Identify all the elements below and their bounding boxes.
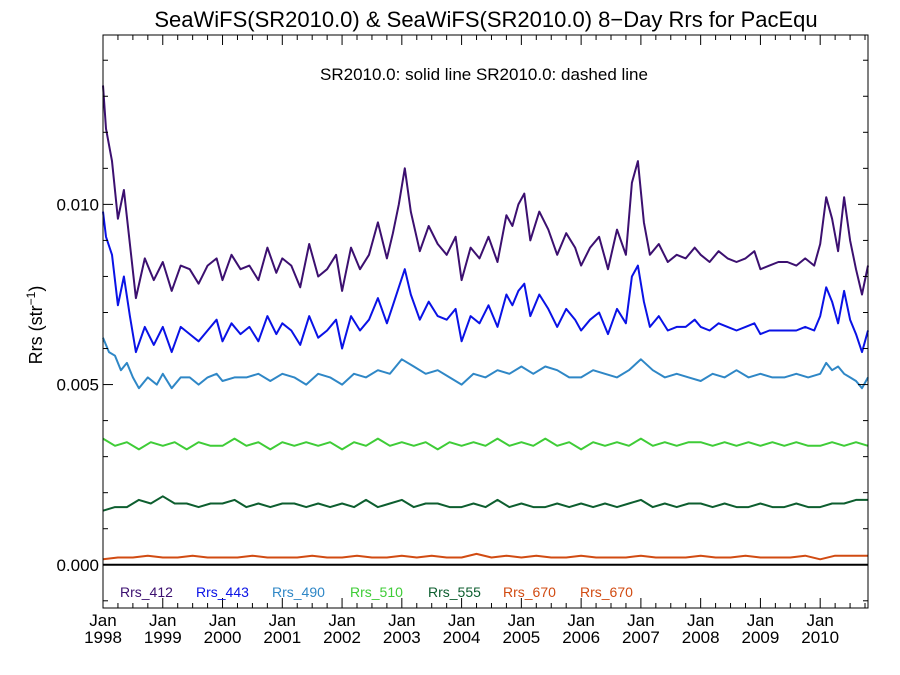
series-line-rrs-412-0 (102, 85, 869, 300)
y-tick-label: 0.005 (56, 376, 99, 395)
x-tick-label-month: Jan (687, 611, 714, 630)
x-tick-label-month: Jan (448, 611, 475, 630)
x-tick-label-year: 2005 (502, 628, 540, 647)
legend-entry-rrs-670-6: Rrs_670 (580, 584, 633, 600)
series-line-rrs-670-5 (102, 552, 868, 561)
chart-title: SeaWiFS(SR2010.0) & SeaWiFS(SR2010.0) 8−… (154, 7, 817, 32)
x-tick-label-year: 2002 (323, 628, 361, 647)
x-tick-label-month: Jan (627, 611, 654, 630)
x-tick-label-year: 2009 (742, 628, 780, 647)
y-axis-label: Rrs (str−1) (24, 286, 46, 365)
x-tick-label-month: Jan (806, 611, 833, 630)
x-tick-label-month: Jan (508, 611, 535, 630)
legend-entry-rrs-412-0: Rrs_412 (120, 584, 173, 600)
legend-entry-rrs-490-2: Rrs_490 (272, 584, 325, 600)
chart-subtitle: SR2010.0: solid line SR2010.0: dashed li… (320, 65, 648, 84)
y-axis-label-superscript: −1 (24, 291, 38, 305)
x-tick-label-year: 2008 (682, 628, 720, 647)
x-tick-label-month: Jan (328, 611, 355, 630)
legend-entry-rrs-443-1: Rrs_443 (196, 584, 249, 600)
series-line-rrs-443-1 (102, 211, 869, 354)
x-tick-label-year: 2001 (263, 628, 301, 647)
series-line-rrs-555-4 (102, 495, 868, 512)
y-axis-label-end: ) (26, 286, 46, 292)
x-tick-label-month: Jan (89, 611, 116, 630)
x-tick-label-year: 2010 (801, 628, 839, 647)
x-tick-label-month: Jan (209, 611, 236, 630)
x-tick-label-year: 1998 (84, 628, 122, 647)
x-tick-label-month: Jan (388, 611, 415, 630)
x-tick-label-year: 1999 (144, 628, 182, 647)
x-tick-label-year: 2007 (622, 628, 660, 647)
x-tick-label-year: 2003 (383, 628, 421, 647)
x-tick-label-month: Jan (269, 611, 296, 630)
y-tick-label: 0.010 (56, 195, 99, 214)
x-tick-label-month: Jan (747, 611, 774, 630)
legend-entry-rrs-510-3: Rrs_510 (350, 584, 403, 600)
x-tick-label-month: Jan (567, 611, 594, 630)
x-tick-label-year: 2004 (443, 628, 481, 647)
plot-frame (102, 34, 869, 609)
x-tick-label-year: 2000 (204, 628, 242, 647)
legend-entry-rrs-670-5: Rrs_670 (503, 584, 556, 600)
series-line-rrs-510-3 (102, 437, 869, 451)
x-tick-label-year: 2006 (562, 628, 600, 647)
x-tick-label-month: Jan (149, 611, 176, 630)
series-line-rrs-490-2 (102, 337, 869, 390)
y-axis-label-main: Rrs (str (26, 305, 46, 364)
legend-entry-rrs-555-4: Rrs_555 (428, 584, 481, 600)
y-tick-label: 0.000 (56, 556, 99, 575)
